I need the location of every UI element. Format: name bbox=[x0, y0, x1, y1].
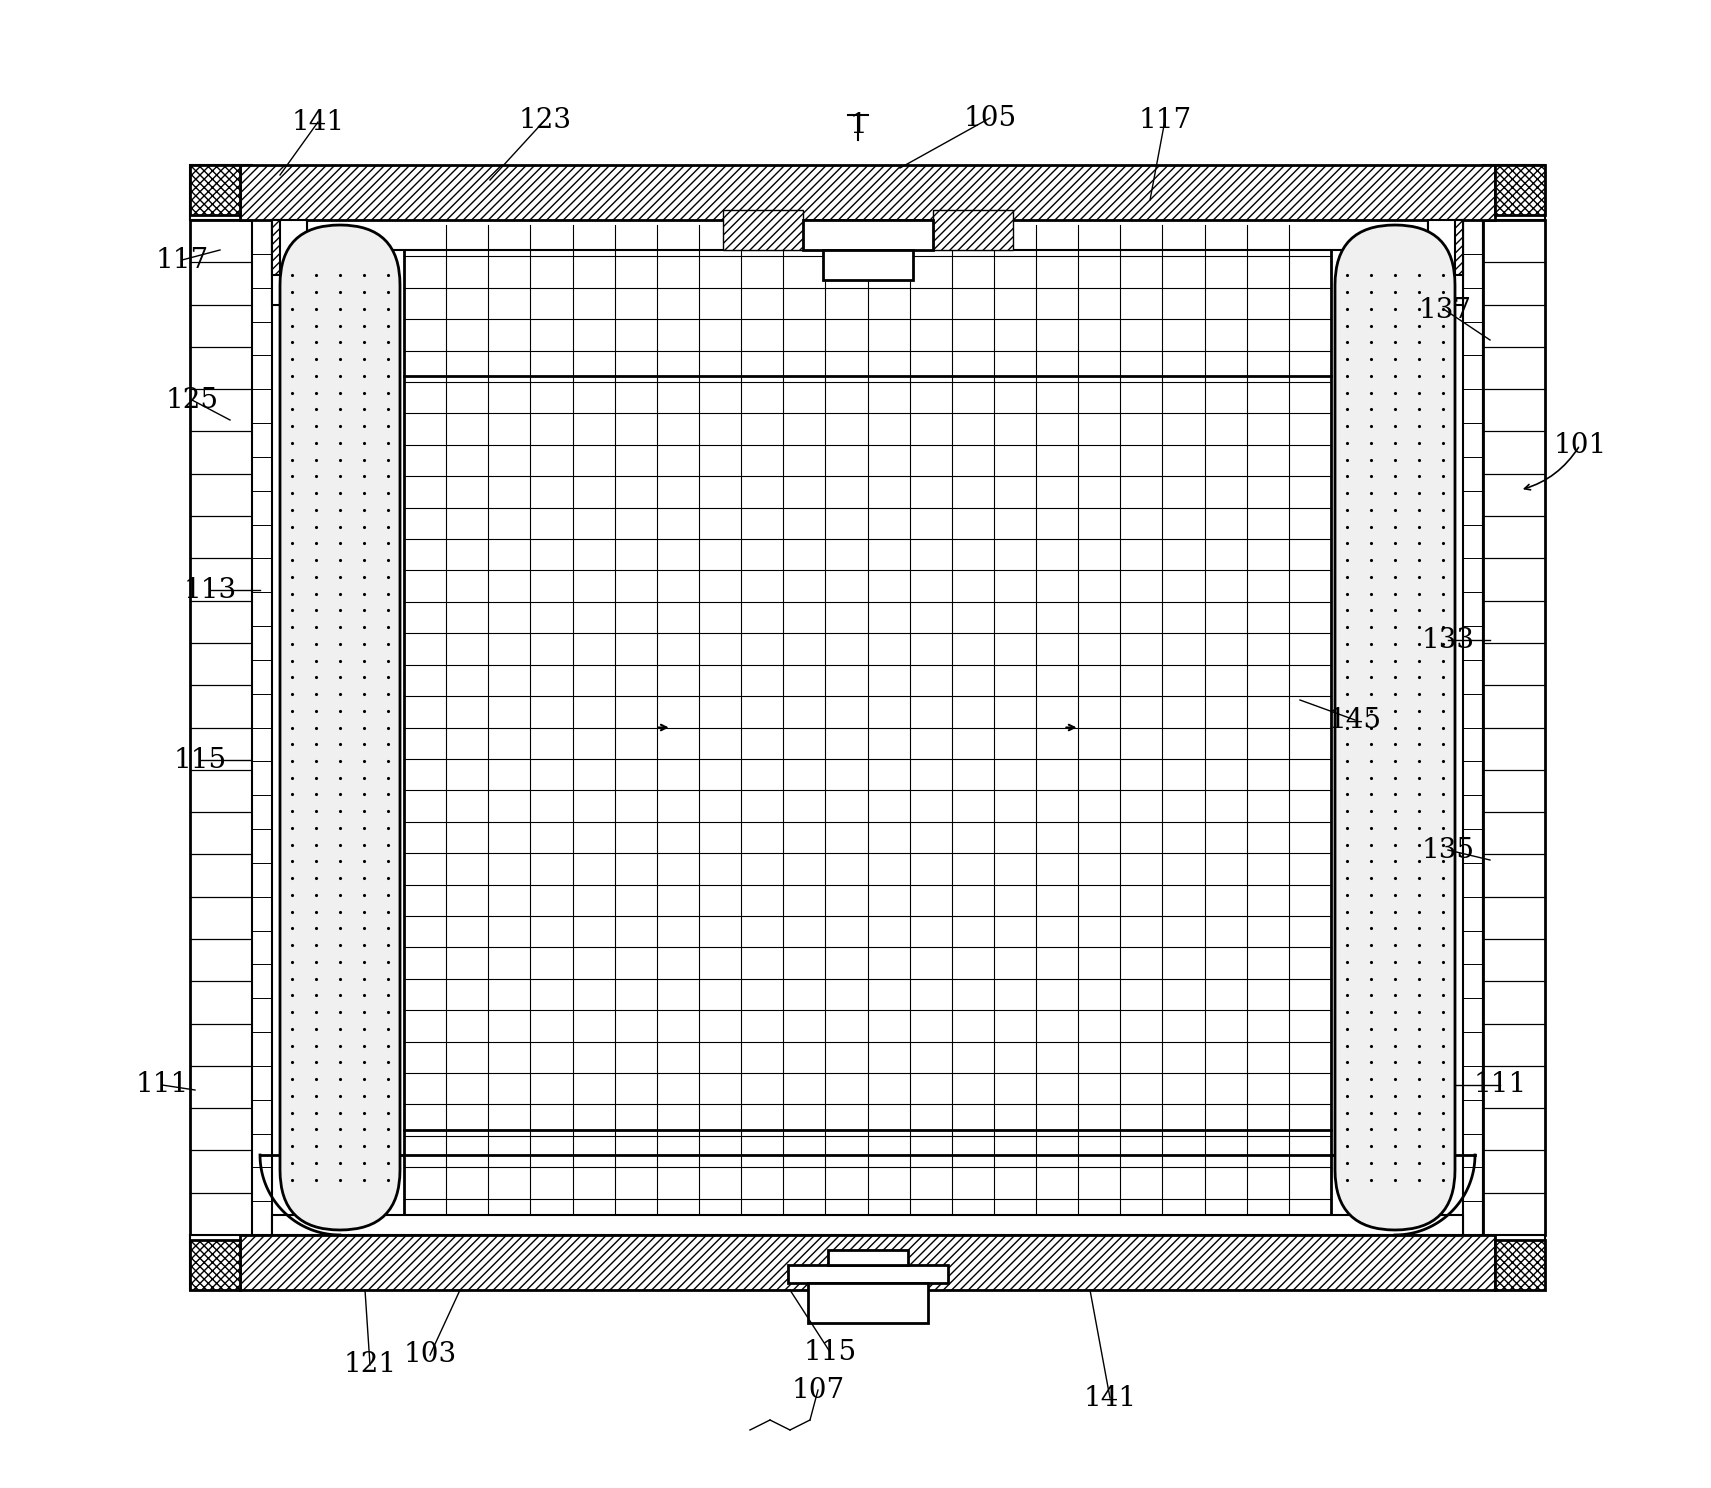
FancyBboxPatch shape bbox=[1335, 225, 1454, 1231]
Text: 145: 145 bbox=[1328, 707, 1381, 734]
Text: 141: 141 bbox=[1083, 1384, 1136, 1412]
Text: 111: 111 bbox=[135, 1071, 188, 1098]
Bar bbox=[190, 1240, 240, 1290]
Bar bbox=[1463, 220, 1483, 1235]
Text: 117: 117 bbox=[156, 247, 209, 274]
Bar bbox=[722, 210, 802, 250]
Bar bbox=[1483, 220, 1545, 1235]
Bar bbox=[1483, 1235, 1545, 1290]
Bar bbox=[190, 1235, 252, 1290]
Bar bbox=[404, 225, 1331, 1231]
Text: 123: 123 bbox=[518, 107, 571, 134]
Text: 121: 121 bbox=[344, 1351, 397, 1378]
Bar bbox=[272, 220, 306, 305]
Text: 103: 103 bbox=[404, 1342, 457, 1369]
Text: 111: 111 bbox=[1473, 1071, 1526, 1098]
Bar bbox=[802, 220, 932, 250]
Bar bbox=[808, 1283, 927, 1323]
Text: 125: 125 bbox=[166, 387, 219, 414]
Bar bbox=[190, 220, 252, 1235]
Text: 115: 115 bbox=[173, 747, 226, 774]
Bar bbox=[190, 165, 252, 220]
Text: 141: 141 bbox=[291, 109, 344, 135]
Text: 135: 135 bbox=[1422, 836, 1475, 863]
Bar bbox=[272, 1216, 1463, 1235]
Text: 101: 101 bbox=[1554, 432, 1607, 458]
Text: 133: 133 bbox=[1422, 626, 1475, 653]
Text: 113: 113 bbox=[183, 576, 236, 604]
Bar bbox=[1495, 1240, 1545, 1290]
Text: 115: 115 bbox=[804, 1339, 857, 1366]
Bar bbox=[190, 165, 240, 214]
FancyBboxPatch shape bbox=[281, 225, 400, 1231]
Text: 117: 117 bbox=[1138, 107, 1191, 134]
Bar bbox=[1429, 220, 1463, 305]
Text: 1: 1 bbox=[849, 112, 867, 138]
Text: 107: 107 bbox=[792, 1376, 845, 1403]
Bar bbox=[932, 210, 1013, 250]
Bar bbox=[252, 220, 272, 1235]
Bar bbox=[1454, 220, 1463, 275]
Bar bbox=[787, 1265, 948, 1283]
Bar bbox=[1495, 165, 1545, 214]
Bar bbox=[823, 250, 912, 280]
Text: 105: 105 bbox=[963, 104, 1016, 131]
Bar bbox=[272, 220, 281, 275]
Bar bbox=[1483, 165, 1545, 220]
Bar bbox=[240, 165, 1495, 220]
Bar bbox=[828, 1250, 907, 1265]
Text: 137: 137 bbox=[1418, 296, 1471, 323]
Bar bbox=[240, 1235, 1495, 1290]
Bar bbox=[306, 220, 1429, 250]
